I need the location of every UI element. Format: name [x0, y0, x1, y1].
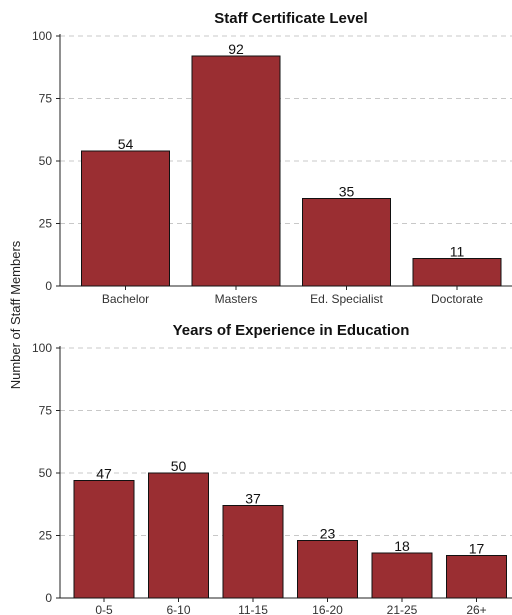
data-label: 37: [245, 491, 261, 507]
certificate-level-panel: Staff Certificate Level 0 25 50 75 100 54 Bach…: [32, 10, 512, 306]
y-tick-label: 100: [32, 29, 52, 43]
data-label: 54: [118, 136, 134, 152]
bar: [222, 505, 284, 599]
shared-y-axis-label: Number of Staff Members: [8, 240, 23, 389]
x-tick-label: Masters: [215, 292, 258, 306]
y-tick-label: 0: [45, 591, 52, 605]
data-label: 47: [96, 466, 112, 482]
y-tick-label: 75: [39, 92, 53, 106]
chart-title: Staff Certificate Level: [214, 10, 367, 27]
bar: [191, 55, 281, 287]
y-tick-label: 50: [39, 154, 53, 168]
experience-panel: Years of Experience in Education 0 25 50 75…: [32, 322, 512, 615]
x-tick-label: 11-15: [238, 603, 268, 615]
data-label: 17: [469, 541, 485, 557]
x-tick-label: 0-5: [95, 603, 113, 615]
chart-title: Years of Experience in Education: [173, 322, 410, 339]
y-tick-label: 25: [39, 529, 53, 543]
x-tick-label: 16-20: [312, 603, 343, 615]
y-tick-label: 25: [39, 217, 53, 231]
x-tick-label: Doctorate: [431, 292, 483, 306]
bar: [371, 552, 433, 599]
x-tick-label: 21-25: [387, 603, 418, 615]
data-label: 35: [339, 184, 355, 200]
data-label: 23: [320, 526, 336, 542]
data-label: 18: [394, 538, 410, 554]
bar: [302, 198, 391, 287]
y-tick-label: 0: [45, 279, 52, 293]
bar: [297, 540, 358, 599]
y-tick-label: 75: [39, 404, 53, 418]
data-label: 50: [171, 458, 187, 474]
bar: [446, 555, 507, 599]
data-label: 92: [228, 41, 244, 57]
bar: [148, 472, 209, 599]
y-tick-label: 100: [32, 341, 52, 355]
x-tick-label: 6-10: [166, 603, 190, 615]
data-label: 11: [450, 244, 465, 260]
bar: [73, 480, 135, 599]
bar: [81, 150, 170, 287]
x-tick-label: Ed. Specialist: [310, 292, 383, 306]
x-tick-label: Bachelor: [102, 292, 149, 306]
x-tick-label: 26+: [466, 603, 486, 615]
y-tick-label: 50: [39, 466, 53, 480]
bar: [412, 258, 502, 287]
